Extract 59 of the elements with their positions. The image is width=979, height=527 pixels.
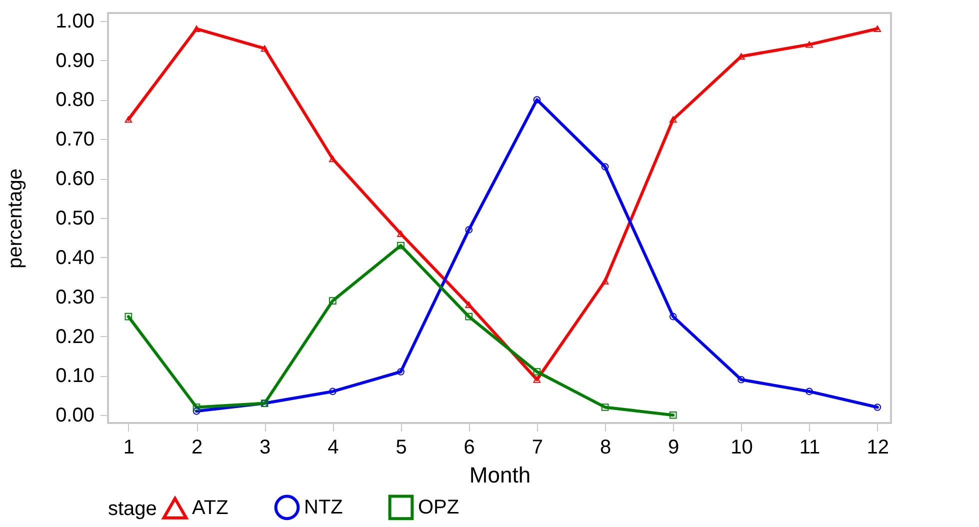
legend-label: OPZ (418, 496, 460, 518)
x-tick-label: 7 (532, 436, 544, 458)
x-tick-label: 8 (600, 436, 612, 458)
point (192, 404, 200, 411)
point (601, 404, 609, 411)
x-tick-label: 4 (328, 436, 339, 458)
point (465, 301, 473, 308)
y-tick-label: 0.20 (56, 326, 94, 348)
x-axis-title: Month (469, 462, 531, 488)
point (329, 156, 336, 162)
point (260, 45, 268, 52)
point (601, 163, 609, 170)
point (397, 242, 404, 250)
x-tick-label: 12 (866, 436, 890, 458)
point (465, 226, 473, 234)
x-tick-label: 9 (668, 436, 680, 458)
point (465, 312, 473, 320)
x-tick-label: 5 (396, 436, 407, 458)
point (533, 96, 541, 104)
point (533, 368, 541, 376)
point (192, 26, 200, 32)
point (192, 408, 200, 415)
point (669, 312, 677, 320)
point (533, 376, 541, 383)
point (738, 376, 745, 384)
legend-label: ATZ (192, 497, 228, 520)
x-tick-label: 2 (191, 436, 203, 458)
point (738, 53, 745, 60)
point (601, 278, 609, 284)
y-tick-label: 0.40 (56, 246, 94, 269)
point (669, 116, 677, 123)
x-tick-label: 11 (799, 436, 820, 458)
y-tick-label: 1.00 (56, 10, 94, 32)
x-tick-label: 10 (730, 436, 753, 458)
point (874, 404, 882, 411)
point (806, 388, 813, 396)
y-tick-label: 0.30 (56, 286, 94, 308)
y-tick-label: 0.60 (56, 168, 94, 190)
y-tick-label: 0.80 (56, 89, 94, 112)
legend-label: NTZ (304, 496, 343, 518)
x-tick-label: 1 (123, 436, 134, 458)
point (669, 411, 677, 419)
y-axis-title: percentage (4, 168, 27, 269)
y-tick-label: 0.50 (56, 208, 94, 230)
point (124, 116, 132, 123)
point (806, 41, 813, 48)
y-tick-label: 0.90 (56, 50, 94, 72)
y-tick-label: 0.10 (56, 365, 94, 388)
x-tick-label: 3 (260, 436, 271, 458)
y-tick-label: 0.00 (56, 404, 94, 427)
point (329, 297, 336, 304)
legend-title: stage (108, 498, 157, 520)
y-tick-label: 0.70 (56, 128, 94, 151)
point (397, 368, 404, 376)
point (874, 26, 882, 32)
point (397, 230, 404, 238)
point (124, 312, 132, 320)
point (329, 388, 336, 396)
x-tick-label: 6 (464, 436, 475, 458)
